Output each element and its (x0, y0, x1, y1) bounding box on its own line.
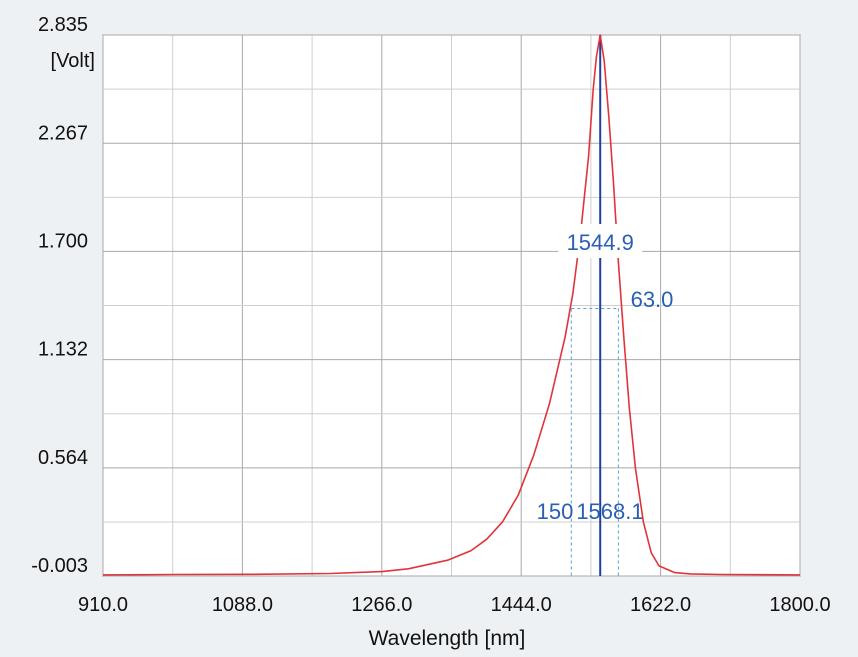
x-tick-labels: 910.0 1088.0 1266.0 1444.0 1622.0 1800.0 (78, 594, 831, 616)
x-tick-label: 1266.0 (351, 594, 412, 616)
y-tick-label: 2.835 (38, 14, 88, 36)
annotations: 1544.9 63.0 150 1568.1 (537, 224, 674, 524)
x-tick-label: 1622.0 (630, 594, 691, 616)
y-tick-label: 2.267 (38, 122, 88, 144)
x-tick-label: 1088.0 (212, 594, 273, 616)
y-tick-label: 1.132 (38, 339, 88, 361)
peak-wavelength-label: 1544.9 (567, 230, 634, 255)
bandwidth-label: 63.0 (631, 287, 674, 312)
y-axis-unit: [Volt] (51, 50, 95, 72)
right-wavelength-label: 1568.1 (576, 499, 643, 524)
y-tick-label: -0.003 (31, 555, 88, 577)
x-tick-label: 1800.0 (769, 594, 830, 616)
marker-lines (570, 35, 619, 576)
y-tick-label: 0.564 (38, 447, 88, 469)
grid (102, 34, 801, 577)
x-tick-label: 1444.0 (491, 594, 552, 616)
y-tick-label: 1.700 (38, 230, 88, 252)
x-tick-label: 910.0 (78, 594, 128, 616)
peak-label-background (558, 224, 643, 258)
y-tick-labels: 2.835 2.267 1.700 1.132 0.564 -0.003 (31, 14, 88, 577)
series-layer (102, 34, 801, 576)
x-axis-title: Wavelength [nm] (369, 627, 526, 650)
left-wavelength-label: 150 (537, 499, 574, 524)
spectrum-line (102, 34, 801, 576)
